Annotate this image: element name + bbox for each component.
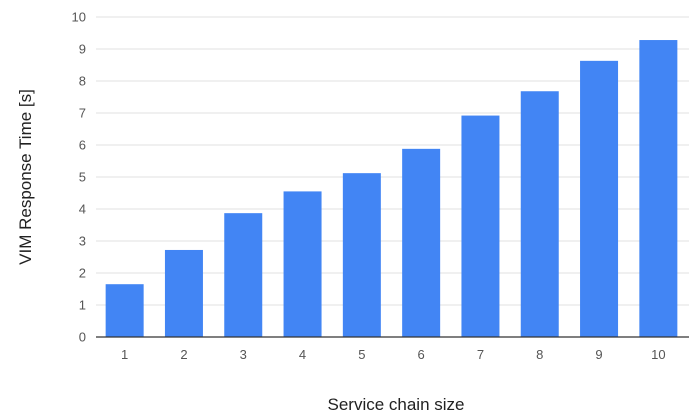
x-tick-label: 5 — [358, 347, 365, 362]
y-tick-label: 9 — [79, 42, 86, 57]
y-tick-label: 6 — [79, 138, 86, 153]
y-tick-labels: 0 1 2 3 4 5 6 7 8 9 10 — [72, 10, 86, 345]
x-tick-labels: 1 2 3 4 5 6 7 8 9 10 — [121, 347, 666, 362]
bar — [224, 213, 263, 337]
bars — [105, 40, 678, 338]
y-tick-label: 1 — [79, 298, 86, 313]
x-tick-label: 6 — [418, 347, 425, 362]
bar — [164, 249, 203, 337]
bar — [283, 191, 322, 337]
bar — [461, 115, 500, 337]
x-tick-label: 7 — [477, 347, 484, 362]
x-tick-label: 1 — [121, 347, 128, 362]
x-tick-label: 3 — [240, 347, 247, 362]
x-tick-label: 9 — [595, 347, 602, 362]
y-tick-label: 7 — [79, 106, 86, 121]
y-tick-label: 0 — [79, 330, 86, 345]
bar — [639, 40, 678, 337]
y-tick-label: 8 — [79, 74, 86, 89]
y-axis-title: VIM Response Time [s] — [16, 89, 35, 265]
bar — [402, 148, 441, 337]
bar — [105, 284, 144, 337]
y-tick-label: 5 — [79, 170, 86, 185]
y-tick-label: 4 — [79, 202, 86, 217]
y-tick-label: 3 — [79, 234, 86, 249]
x-tick-label: 4 — [299, 347, 306, 362]
bar — [580, 60, 619, 338]
x-tick-label: 2 — [180, 347, 187, 362]
x-axis-title: Service chain size — [327, 395, 464, 414]
y-tick-label: 10 — [72, 10, 86, 25]
bar — [342, 173, 381, 337]
x-tick-label: 8 — [536, 347, 543, 362]
x-tick-label: 10 — [651, 347, 665, 362]
y-tick-label: 2 — [79, 266, 86, 281]
bar — [520, 91, 559, 338]
